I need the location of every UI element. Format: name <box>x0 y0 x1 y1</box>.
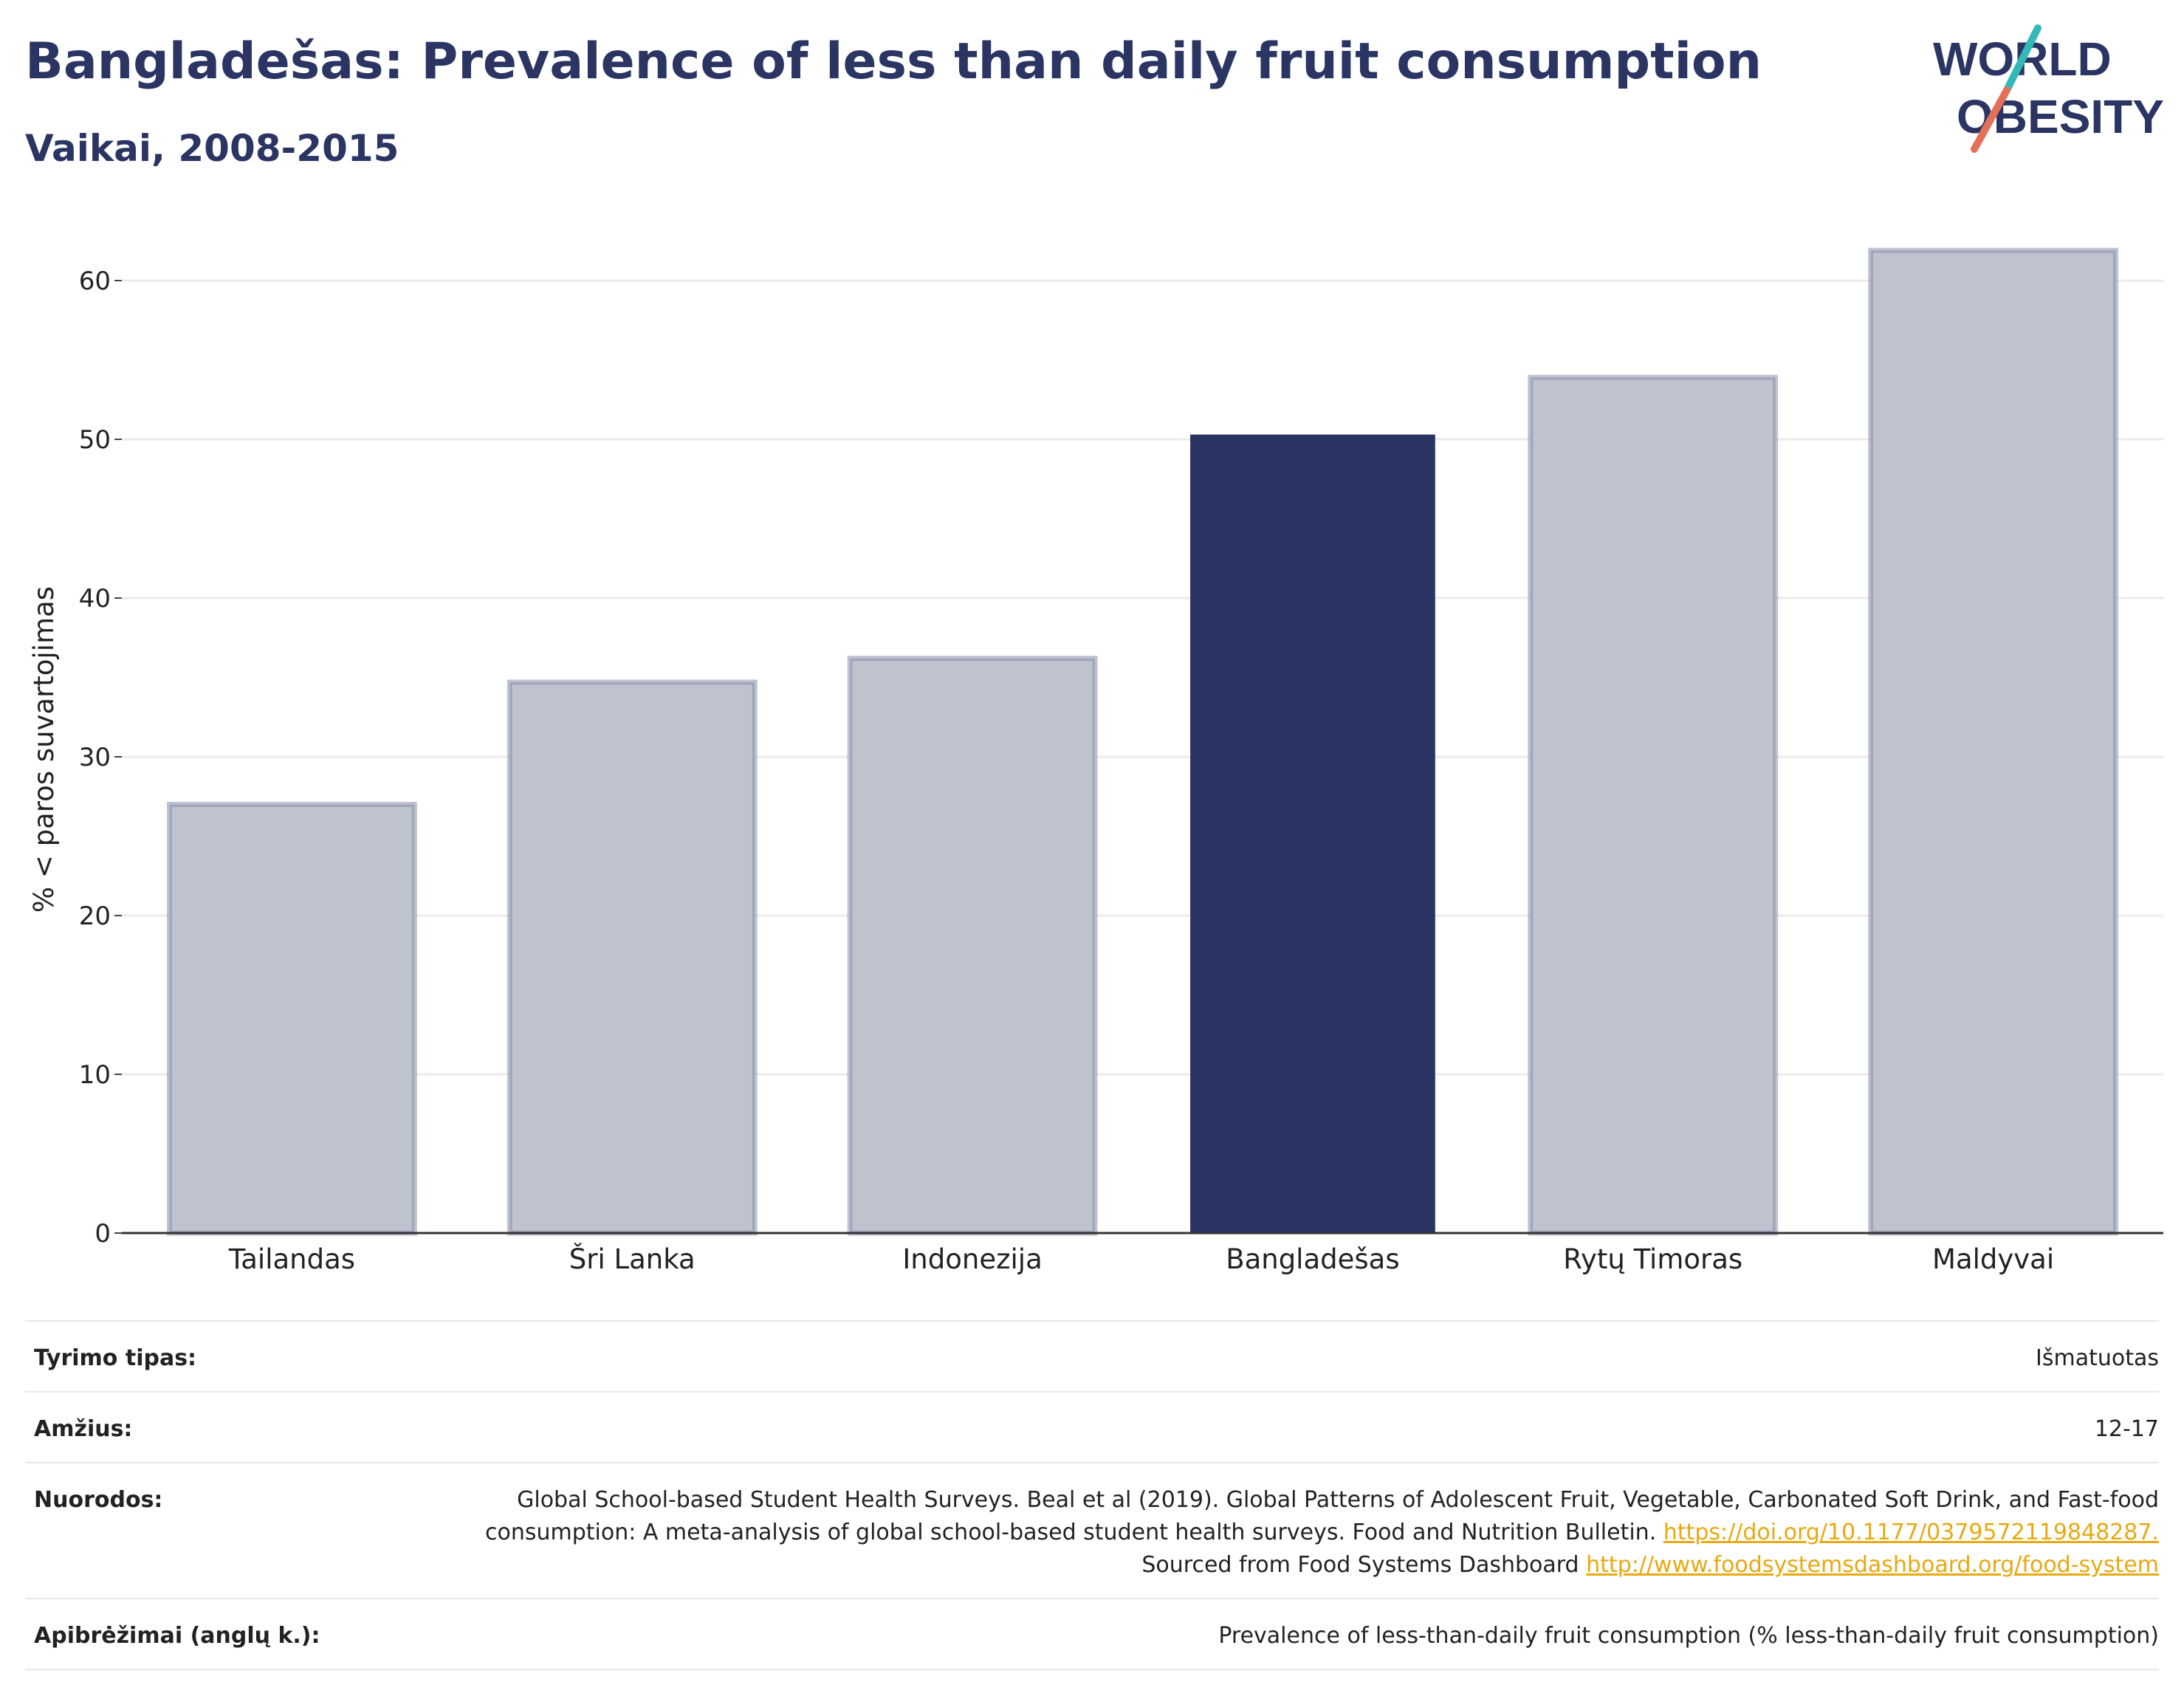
info-row-references: Nuorodos: Global School-based Student He… <box>25 1462 2159 1598</box>
x-category-label: Rytų Timoras <box>1563 1243 1742 1275</box>
bar-rytų-timoras <box>1528 374 1779 1236</box>
y-tick-label: 0 <box>95 1219 111 1249</box>
info-row-age: Amžius: 12-17 <box>25 1391 2159 1462</box>
chart-title: Bangladešas: Prevalence of less than dai… <box>25 32 1762 91</box>
definitions-label: Apibrėžimai (anglų k.): <box>34 1623 320 1649</box>
x-category-label: Maldyvai <box>1932 1243 2054 1275</box>
y-tick-label: 60 <box>79 267 111 296</box>
references-label: Nuorodos: <box>34 1487 163 1513</box>
age-value: 12-17 <box>2094 1416 2159 1442</box>
world-obesity-logo: WORLD OBESITY <box>1933 24 2163 153</box>
x-axis-labels: Tailandas Šri Lanka Indonezija Bangladešas R… <box>228 1243 2054 1275</box>
grid-lines <box>122 279 2163 1076</box>
bar-maldyvai <box>1868 247 2118 1236</box>
y-axis-label: % < paros suvartojimas <box>28 586 60 913</box>
study-type-label: Tyrimo tipas: <box>34 1345 197 1371</box>
y-tick-label: 10 <box>79 1060 111 1090</box>
doi-link[interactable]: https://doi.org/10.1177/0379572119848287… <box>1663 1520 2159 1545</box>
logo-slash-top <box>2003 24 2042 94</box>
y-tick-label: 20 <box>79 902 111 931</box>
y-tick-label: 40 <box>79 584 111 614</box>
definitions-value: Prevalence of less-than-daily fruit cons… <box>1218 1623 2159 1649</box>
x-category-label: Šri Lanka <box>569 1243 696 1275</box>
y-tick-label: 30 <box>79 743 111 772</box>
x-category-label: Tailandas <box>228 1243 355 1275</box>
references-value: Global School-based Student Health Surve… <box>461 1484 2159 1582</box>
bar-bangladešas <box>1190 434 1435 1233</box>
bars <box>167 247 2118 1236</box>
x-category-label: Indonezija <box>902 1243 1042 1275</box>
info-table: Tyrimo tipas: Išmatuotas Amžius: 12-17 N… <box>25 1320 2159 1670</box>
bar-chart: 0 10 20 30 40 50 60 Tailandas Šri Lanka Indonezi… <box>28 247 2163 1275</box>
bar-indonezija <box>847 656 1098 1236</box>
bar-tailandas <box>167 802 417 1236</box>
logo-slash-bottom <box>1971 86 2010 153</box>
references-text1: Global School-based Student Health Surve… <box>484 1487 2159 1545</box>
y-tick-label: 50 <box>79 425 111 455</box>
y-axis-ticks: 0 10 20 30 40 50 60 <box>79 267 122 1249</box>
info-row-study-type: Tyrimo tipas: Išmatuotas <box>25 1320 2159 1391</box>
references-text2: Sourced from Food Systems Dashboard <box>1141 1552 1579 1578</box>
info-row-definitions: Apibrėžimai (anglų k.): Prevalence of le… <box>25 1598 2159 1670</box>
x-category-label: Bangladešas <box>1226 1243 1399 1275</box>
study-type-value: Išmatuotas <box>2036 1345 2159 1371</box>
bar-šri-lanka <box>506 679 758 1236</box>
chart-subtitle: Vaikai, 2008-2015 <box>25 127 399 170</box>
dashboard-link[interactable]: http://www.foodsystemsdashboard.org/food… <box>1586 1552 2159 1578</box>
age-label: Amžius: <box>34 1416 133 1442</box>
